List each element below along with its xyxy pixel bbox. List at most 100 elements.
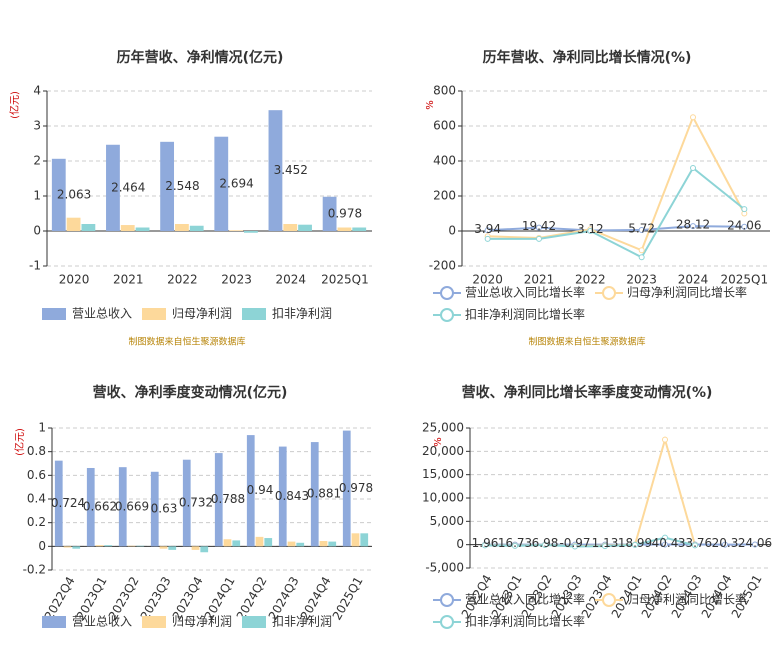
bar	[243, 231, 258, 233]
legend-marker	[440, 308, 454, 322]
legend-label: 营业总收入同比增长率	[465, 592, 585, 607]
point	[692, 542, 698, 549]
source-note: 制图数据来自恒生聚源数据库	[128, 336, 245, 348]
point	[484, 227, 491, 234]
y-axis-label: (亿元)	[13, 428, 26, 456]
y-tick-label: 0.2	[27, 515, 46, 529]
bar	[298, 224, 312, 231]
y-tick-label: 0.6	[27, 468, 46, 482]
x-tick-label: 2023	[221, 273, 252, 287]
y-tick-label: 200	[433, 189, 456, 203]
x-tick-label: 2022	[575, 273, 606, 287]
data-label: 2.694	[219, 176, 253, 190]
bar	[191, 546, 200, 550]
point	[690, 114, 696, 121]
bar	[229, 230, 243, 231]
bar	[81, 224, 96, 231]
x-tick-label: 2025Q1	[721, 273, 769, 287]
y-tick-label: 4	[33, 84, 41, 98]
bar	[118, 467, 127, 547]
bar	[106, 144, 120, 231]
bar	[360, 533, 369, 547]
point	[690, 223, 696, 230]
x-tick-label: 2023Q3	[138, 574, 174, 622]
point	[662, 436, 668, 443]
bar	[86, 467, 95, 547]
bar	[182, 459, 191, 547]
legend-swatch	[142, 308, 166, 320]
point	[638, 254, 645, 261]
x-tick-label: 2024	[678, 273, 709, 287]
x-tick-label: 2025Q1	[321, 273, 369, 287]
data-label: 0.881	[307, 487, 341, 501]
point	[602, 543, 608, 550]
data-label: -0.97	[559, 536, 590, 550]
bar	[54, 460, 63, 547]
bar	[136, 545, 145, 547]
bar	[175, 224, 189, 231]
data-label: 20.3	[712, 536, 739, 550]
y-axis-label: (亿元)	[8, 91, 21, 119]
data-label: 3.452	[274, 163, 308, 177]
bar	[287, 541, 296, 547]
bar	[120, 225, 135, 231]
y-tick-label: 600	[433, 119, 456, 133]
y-tick-label: 1	[38, 421, 46, 435]
x-tick-label: 2024	[275, 273, 306, 287]
data-label: 0.978	[328, 206, 362, 220]
x-tick-label: 2021	[524, 273, 555, 287]
x-tick-label: 2020	[59, 273, 90, 287]
y-tick-label: 0	[33, 224, 41, 238]
bar	[278, 446, 287, 547]
bar	[189, 225, 204, 231]
point	[722, 541, 728, 548]
y-tick-label: -1	[29, 259, 41, 273]
line	[487, 166, 745, 259]
point	[752, 541, 758, 548]
bar	[232, 540, 241, 547]
bar	[351, 533, 360, 547]
legend-label: 扣非净利润同比增长率	[465, 307, 585, 322]
legend-marker	[602, 286, 616, 300]
data-label: 0.978	[339, 481, 373, 495]
point	[536, 224, 542, 231]
data-label: 0.788	[211, 492, 245, 506]
line	[487, 225, 745, 232]
y-tick-label: 20,000	[422, 444, 464, 458]
x-tick-label: 2020	[472, 273, 503, 287]
bar	[223, 539, 232, 547]
data-label: 3.12	[577, 222, 604, 236]
bar	[159, 546, 168, 549]
y-tick-label: -5,000	[425, 561, 464, 575]
bar	[160, 141, 175, 231]
y-tick-label: 15,000	[422, 467, 464, 481]
legend-marker	[440, 593, 454, 607]
x-tick-label: 2022	[167, 273, 198, 287]
legend-label: 扣非净利润同比增长率	[465, 614, 585, 629]
bar	[150, 471, 159, 547]
data-label: 2.548	[165, 179, 199, 193]
bar	[168, 546, 177, 550]
data-label: 1.13	[592, 536, 619, 550]
data-label: 3.94	[474, 222, 501, 236]
point	[638, 247, 645, 254]
y-tick-label: 0	[448, 224, 456, 238]
bar	[268, 110, 283, 231]
y-axis-label: %	[425, 100, 436, 110]
legend-swatch	[42, 616, 66, 628]
legend-label: 扣非净利润	[272, 307, 332, 321]
legend-label: 营业总收入	[72, 615, 132, 629]
legend-swatch	[142, 616, 166, 628]
legend-marker	[440, 286, 454, 300]
data-label: 24.06	[727, 218, 761, 232]
bar	[200, 546, 209, 553]
legend-marker	[602, 593, 616, 607]
data-label: 0.662	[83, 500, 117, 514]
y-tick-label: 5,000	[430, 514, 464, 528]
chart-title: 历年营收、净利同比增长情况(%)	[483, 49, 692, 66]
point	[572, 543, 578, 550]
y-tick-label: 2	[33, 154, 41, 168]
source-note: 制图数据来自恒生聚源数据库	[528, 336, 645, 348]
